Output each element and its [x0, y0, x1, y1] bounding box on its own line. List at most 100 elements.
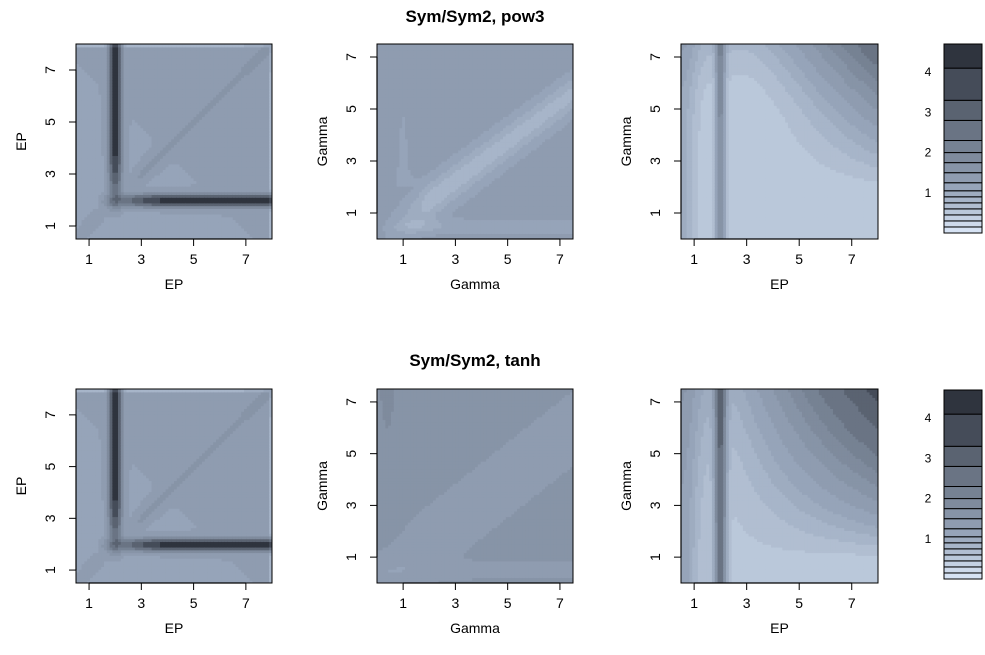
heatmap-cell — [252, 60, 256, 65]
heatmap-cell — [232, 230, 237, 235]
heatmap-cell — [232, 80, 237, 84]
heatmap-cell — [188, 63, 192, 67]
heatmap-cell — [227, 144, 231, 148]
heatmap-cell — [258, 66, 262, 70]
heatmap-cell — [207, 236, 211, 239]
heatmap-cell — [179, 116, 183, 120]
heatmap-cell — [126, 135, 130, 140]
heatmap-cell — [182, 116, 186, 120]
heatmap-cell — [176, 55, 181, 59]
heatmap-cell — [252, 63, 256, 67]
heatmap-cell — [109, 230, 113, 235]
heatmap-cell — [241, 152, 245, 157]
heatmap-cell — [235, 174, 239, 179]
heatmap-cell — [230, 105, 234, 109]
heatmap-cell — [179, 80, 183, 84]
heatmap-cell — [115, 227, 119, 232]
heatmap-cell — [216, 236, 220, 239]
heatmap-cell — [235, 205, 239, 209]
heatmap-cell — [112, 225, 116, 229]
heatmap-cell — [109, 122, 113, 126]
heatmap-cell — [224, 91, 228, 95]
heatmap-cell — [81, 88, 85, 92]
heatmap-cell — [252, 147, 256, 151]
heatmap-cell — [81, 213, 85, 218]
heatmap-cell — [204, 80, 209, 84]
heatmap-cell — [249, 69, 253, 73]
heatmap-cell — [176, 191, 181, 196]
heatmap-cell — [263, 194, 267, 198]
heatmap-cell — [134, 63, 139, 67]
heatmap-cell — [162, 102, 167, 106]
heatmap-cell — [115, 155, 119, 159]
heatmap-cell — [143, 83, 147, 87]
heatmap-cell — [148, 63, 153, 67]
heatmap-cell — [190, 161, 195, 165]
heatmap-cell — [162, 186, 167, 190]
heatmap-cell — [160, 233, 164, 237]
heatmap-cell — [134, 222, 139, 226]
heatmap-cell — [213, 124, 217, 129]
heatmap-cell — [112, 91, 116, 95]
heatmap-cell — [260, 130, 265, 134]
heatmap-cell — [224, 66, 228, 70]
heatmap-cell — [244, 119, 248, 123]
heatmap-cell — [213, 205, 217, 209]
heatmap-cell — [92, 44, 97, 48]
heatmap-cell — [216, 200, 220, 204]
heatmap-cell — [246, 225, 251, 229]
heatmap-cell — [165, 52, 169, 56]
heatmap-cell — [90, 188, 94, 193]
heatmap-cell — [106, 186, 111, 190]
heatmap-cell — [126, 166, 130, 170]
heatmap-cell — [174, 116, 178, 120]
heatmap-cell — [157, 105, 161, 109]
heatmap-cell — [101, 119, 105, 123]
heatmap-cell — [227, 113, 231, 118]
heatmap-cell — [202, 96, 206, 101]
heatmap-cell — [193, 127, 197, 131]
heatmap-cell — [266, 180, 270, 184]
heatmap-cell — [151, 110, 155, 115]
heatmap-cell — [78, 183, 83, 187]
heatmap-cell — [171, 208, 175, 212]
heatmap-cell — [115, 113, 119, 118]
heatmap-cell — [101, 83, 105, 87]
heatmap-cell — [140, 83, 144, 87]
heatmap-cell — [193, 122, 197, 126]
heatmap-cell — [207, 44, 211, 48]
heatmap-cell — [134, 85, 139, 90]
heatmap-cell — [98, 230, 102, 235]
heatmap-cell — [98, 135, 102, 140]
heatmap-cell — [154, 130, 158, 134]
heatmap-cell — [120, 208, 125, 212]
heatmap-cell — [76, 69, 80, 73]
heatmap-cell — [154, 44, 158, 48]
heatmap-cell — [210, 194, 214, 198]
heatmap-cell — [106, 83, 111, 87]
heatmap-cell — [269, 99, 272, 104]
heatmap-cell — [196, 211, 200, 215]
heatmap-cell — [176, 80, 181, 84]
heatmap-cell — [109, 188, 113, 193]
heatmap-cell — [154, 133, 158, 137]
heatmap-cell — [227, 71, 231, 76]
heatmap-cell — [120, 191, 125, 196]
heatmap-cell — [204, 147, 209, 151]
heatmap-cell — [185, 77, 189, 81]
heatmap-cell — [235, 102, 239, 106]
heatmap-cell — [235, 46, 239, 51]
heatmap-cell — [104, 63, 108, 67]
heatmap-cell — [126, 211, 130, 215]
heatmap-cell — [123, 222, 127, 226]
heatmap-cell — [115, 99, 119, 104]
heatmap-cell — [129, 155, 133, 159]
heatmap-cell — [87, 94, 91, 98]
heatmap-cell — [126, 144, 130, 148]
heatmap-cell — [238, 102, 242, 106]
heatmap-cell — [146, 69, 150, 73]
heatmap-cell — [137, 213, 141, 218]
heatmap-cell — [266, 135, 270, 140]
heatmap-cell — [120, 219, 125, 223]
